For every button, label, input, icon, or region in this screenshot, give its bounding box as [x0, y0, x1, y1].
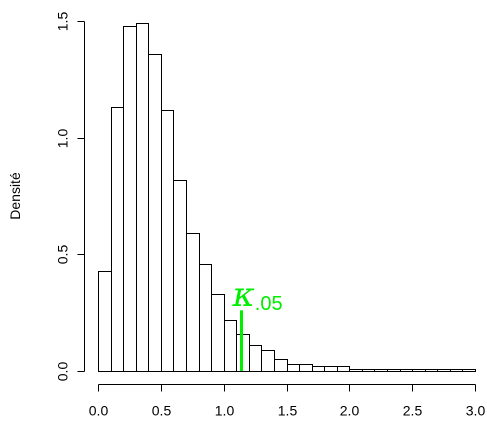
- histogram-bar: [450, 369, 463, 372]
- x-tick-label: 1.0: [215, 403, 235, 419]
- histogram-bar: [199, 264, 212, 372]
- histogram-bar: [387, 369, 401, 372]
- histogram-bar: [211, 294, 225, 372]
- histogram-bar: [136, 23, 149, 372]
- histogram-bar: [111, 107, 124, 372]
- histogram-bar: [400, 369, 413, 372]
- histogram-bar: [299, 364, 313, 372]
- histogram-bar: [337, 366, 350, 372]
- y-axis: 0.0 0.5 1.0 1.5: [55, 12, 85, 382]
- x-tick-label: 2.0: [340, 403, 360, 419]
- histogram-bar: [287, 364, 300, 372]
- y-tick-label: 1.0: [55, 129, 71, 149]
- y-axis-title: Densité: [7, 172, 23, 220]
- x-tick-label: 2.5: [403, 403, 423, 419]
- histogram-bar: [123, 26, 137, 372]
- y-tick-label: 0.5: [55, 245, 71, 265]
- histogram-bar: [437, 369, 451, 372]
- histogram-bar: [349, 369, 363, 372]
- x-tick-label: 0.0: [89, 403, 109, 419]
- kappa-critical-label: κ.05: [232, 275, 283, 315]
- histogram-bar: [161, 110, 174, 372]
- histogram-bar: [173, 180, 187, 372]
- histogram-bars: [98, 23, 476, 372]
- kappa-subscript: .05: [255, 293, 283, 315]
- histogram-bar: [374, 369, 388, 372]
- histogram-bar: [462, 369, 476, 372]
- histogram-bar: [425, 369, 438, 372]
- x-tick-label: 3.0: [466, 403, 486, 419]
- histogram-bar: [324, 366, 338, 372]
- kappa-symbol: κ: [232, 275, 255, 315]
- x-axis: 0.0 0.5 1.0 1.5 2.0 2.5 3.0: [89, 384, 486, 419]
- histogram-bar: [98, 271, 112, 372]
- y-tick-label: 1.5: [55, 12, 71, 32]
- histogram-bar: [224, 320, 237, 372]
- histogram-bar: [274, 359, 288, 372]
- y-tick-label: 0.0: [55, 362, 71, 382]
- x-tick-label: 0.5: [152, 403, 172, 419]
- histogram-bar: [412, 369, 426, 372]
- histogram-bar: [261, 350, 275, 372]
- histogram-bar: [249, 345, 262, 372]
- x-tick-label: 1.5: [278, 403, 298, 419]
- histogram-bar: [362, 369, 375, 372]
- histogram-bar: [312, 366, 325, 372]
- histogram-bar: [186, 233, 200, 372]
- histogram-bar: [148, 54, 162, 372]
